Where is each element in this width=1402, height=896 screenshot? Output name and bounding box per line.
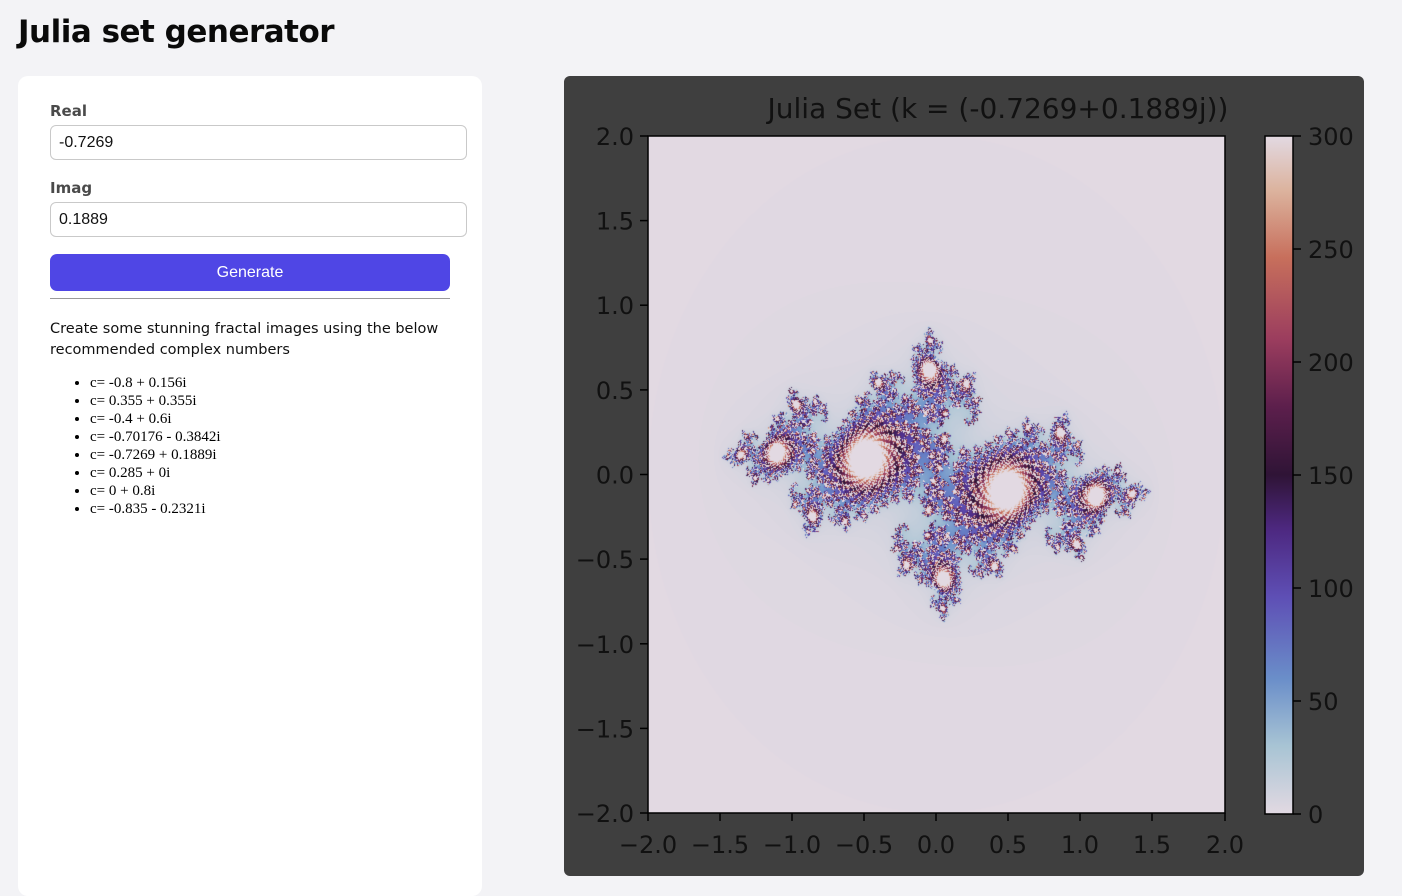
real-label: Real: [50, 102, 87, 120]
y-axis: 2.0 1.5 1.0 0.5 0.0 −0.5 −1.0 −1.5 −2.0: [576, 123, 648, 828]
julia-plot: Julia Set (k = (-0.7269+0.1889j)) −2.0 −…: [564, 76, 1364, 876]
colorbar-tick-label: 300: [1308, 123, 1354, 151]
julia-figure: Julia Set (k = (-0.7269+0.1889j)) −2.0 −…: [576, 92, 1354, 859]
colorbar-tick-label: 0: [1308, 801, 1323, 829]
y-tick-label: 1.0: [596, 292, 634, 320]
x-axis: −2.0 −1.5 −1.0 −0.5 0.0 0.5 1.0 1.5 2.0: [619, 813, 1244, 859]
generate-button[interactable]: Generate: [50, 254, 450, 291]
colorbar-tick-label: 250: [1308, 236, 1354, 264]
imag-input[interactable]: [50, 202, 467, 237]
x-tick-label: −2.0: [619, 831, 677, 859]
y-tick-label: −0.5: [576, 546, 634, 574]
x-tick-label: 0.5: [989, 831, 1027, 859]
suggestion-item: c= -0.835 - 0.2321i: [90, 500, 221, 518]
real-input[interactable]: [50, 125, 467, 160]
suggestion-item: c= 0.285 + 0i: [90, 464, 221, 482]
imag-label: Imag: [50, 179, 93, 197]
suggestion-item: c= 0 + 0.8i: [90, 482, 221, 500]
y-tick-label: 0.5: [596, 377, 634, 405]
colorbar-tick-label: 150: [1308, 462, 1354, 490]
x-tick-label: 1.5: [1133, 831, 1171, 859]
y-tick-label: −1.0: [576, 631, 634, 659]
fractal-image: [648, 136, 1225, 813]
suggestion-item: c= -0.4 + 0.6i: [90, 410, 221, 428]
suggestion-list: c= -0.8 + 0.156i c= 0.355 + 0.355i c= -0…: [50, 374, 221, 518]
x-tick-label: −1.0: [763, 831, 821, 859]
x-tick-label: 0.0: [917, 831, 955, 859]
colorbar-tick-label: 50: [1308, 688, 1339, 716]
suggestion-item: c= -0.7269 + 0.1889i: [90, 446, 221, 464]
suggestion-item: c= -0.8 + 0.156i: [90, 374, 221, 392]
x-tick-label: −1.5: [691, 831, 749, 859]
y-tick-label: 0.0: [596, 462, 634, 490]
control-panel: Real Imag Generate Create some stunning …: [18, 76, 482, 896]
colorbar: 300 250 200 150 100 50 0: [1264, 123, 1354, 829]
colorbar-tick-label: 200: [1308, 349, 1354, 377]
x-tick-label: 1.0: [1061, 831, 1099, 859]
colorbar-tick-label: 100: [1308, 575, 1354, 603]
y-tick-label: −2.0: [576, 800, 634, 828]
suggestion-item: c= -0.70176 - 0.3842i: [90, 428, 221, 446]
suggestion-item: c= 0.355 + 0.355i: [90, 392, 221, 410]
plot-title: Julia Set (k = (-0.7269+0.1889j)): [766, 92, 1229, 125]
page-title: Julia set generator: [18, 14, 335, 50]
y-tick-label: 1.5: [596, 208, 634, 236]
x-tick-label: −0.5: [835, 831, 893, 859]
x-tick-label: 2.0: [1206, 831, 1244, 859]
y-tick-label: −1.5: [576, 715, 634, 743]
y-tick-label: 2.0: [596, 123, 634, 151]
divider: [50, 298, 450, 299]
intro-text: Create some stunning fractal images usin…: [50, 321, 439, 358]
colorbar-gradient: [1264, 135, 1294, 815]
